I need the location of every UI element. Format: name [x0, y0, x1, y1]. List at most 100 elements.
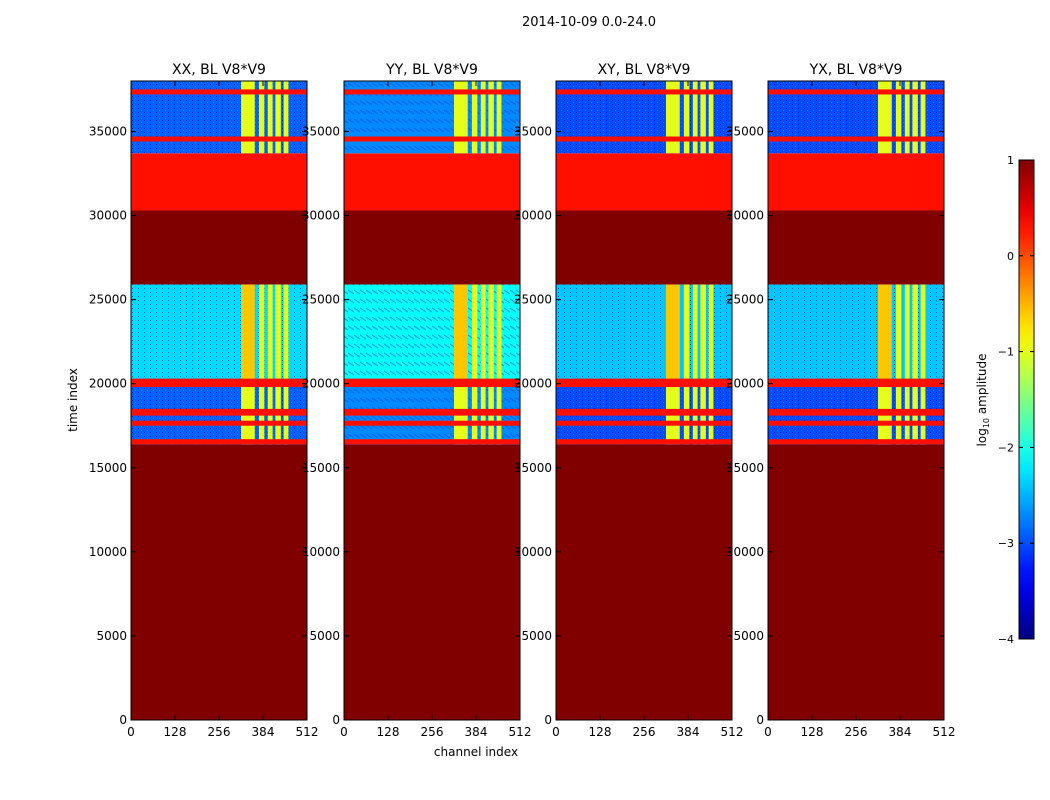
rfi-channel-band	[708, 81, 714, 154]
flag-band	[344, 136, 520, 142]
x-tick-label: 128	[801, 725, 824, 739]
rfi-channel-band	[496, 284, 502, 379]
colorbar-tick-label: −4	[998, 633, 1014, 646]
y-tick-label: 20000	[726, 377, 764, 391]
rfi-channel-band	[700, 81, 706, 154]
rfi-channel-band	[488, 284, 494, 379]
rfi-channel-band	[471, 284, 478, 379]
rfi-channel-band	[904, 81, 910, 154]
x-tick-label: 384	[677, 725, 700, 739]
x-tick-label: 256	[845, 725, 868, 739]
y-tick-label: 30000	[514, 209, 552, 223]
x-tick-label: 0	[127, 725, 135, 739]
flag-band	[556, 439, 732, 445]
y-tick-label: 15000	[514, 461, 552, 475]
colorbar-tick-label: −1	[998, 346, 1014, 359]
y-tick-label: 10000	[726, 545, 764, 559]
colorbar-label: log10 amplitude	[975, 354, 991, 447]
x-tick-label: 256	[633, 725, 656, 739]
y-tick-label: 30000	[89, 209, 127, 223]
panels: XX, BL V8*V9 0 128 256 384 512 0 5000 10000 15000…	[89, 62, 956, 739]
y-tick-label: 0	[119, 713, 127, 727]
colorbar: 1 0 −1 −2 −3 −4 log10 amplitude	[975, 154, 1035, 646]
panel-4: YX, BL V8*V9 0 128 256 384 512 0 5000 10000 15000…	[726, 62, 956, 739]
rfi-channel-band	[895, 284, 902, 379]
y-tick-label: 25000	[302, 293, 340, 307]
flag-band	[768, 439, 944, 445]
y-tick-label: 15000	[302, 461, 340, 475]
y-tick-label: 5000	[521, 629, 552, 643]
y-tick-label: 10000	[89, 545, 127, 559]
rfi-channel-band	[283, 81, 289, 154]
rfi-channel-band	[267, 81, 273, 154]
y-tick-label: 25000	[514, 293, 552, 307]
x-tick-label: 0	[340, 725, 348, 739]
rfi-channel-band	[904, 284, 910, 379]
panel-title: XY, BL V8*V9	[598, 62, 691, 78]
rfi-channel-band	[920, 81, 926, 154]
y-tick-label: 25000	[89, 293, 127, 307]
flag-band	[131, 439, 307, 445]
y-tick-label: 0	[544, 713, 552, 727]
rfi-channel-band	[241, 81, 255, 154]
x-tick-label: 128	[164, 725, 187, 739]
rfi-channel-band	[708, 284, 714, 379]
x-tick-label: 384	[889, 725, 912, 739]
flag-band	[344, 420, 520, 426]
flag-band	[768, 378, 944, 388]
colorbar-tick-label: 0	[1007, 250, 1014, 263]
rfi-channel-band	[241, 284, 255, 379]
rfi-channel-band	[454, 284, 468, 379]
time-block-1	[556, 444, 732, 720]
time-block-1	[768, 444, 944, 720]
rfi-channel-band	[258, 81, 265, 154]
x-tick-label: 512	[721, 725, 744, 739]
y-tick-label: 5000	[309, 629, 340, 643]
panel-3: XY, BL V8*V9 0 128 256 384 512 0 5000 10000 15000…	[514, 62, 744, 739]
flag-band	[556, 420, 732, 426]
y-tick-label: 30000	[302, 209, 340, 223]
rfi-channel-band	[267, 284, 273, 379]
rfi-channel-band	[683, 81, 690, 154]
x-tick-label: 512	[933, 725, 956, 739]
rfi-channel-band	[700, 284, 706, 379]
rfi-channel-band	[480, 284, 486, 379]
flag-band	[768, 420, 944, 426]
x-tick-label: 0	[552, 725, 560, 739]
y-tick-label: 35000	[726, 124, 764, 138]
rfi-channel-band	[895, 81, 902, 154]
x-tick-label: 384	[465, 725, 488, 739]
y-tick-label: 20000	[302, 377, 340, 391]
flag-band	[556, 378, 732, 388]
colorbar-tick-label: −2	[998, 441, 1014, 454]
flag-band	[768, 408, 944, 416]
time-block-4	[131, 210, 307, 285]
x-tick-label: 0	[764, 725, 772, 739]
rfi-channel-band	[454, 81, 468, 154]
colorbar-gradient	[1018, 159, 1035, 640]
y-tick-label: 0	[756, 713, 764, 727]
rfi-channel-band	[488, 81, 494, 154]
flag-band	[768, 89, 944, 95]
time-block-5	[556, 153, 732, 211]
x-tick-label: 256	[421, 725, 444, 739]
y-tick-label: 0	[332, 713, 340, 727]
rfi-channel-band	[480, 81, 486, 154]
flag-band	[556, 89, 732, 95]
rfi-channel-band	[878, 81, 892, 154]
y-tick-label: 30000	[726, 209, 764, 223]
rfi-channel-band	[471, 81, 478, 154]
rfi-channel-band	[912, 81, 918, 154]
x-tick-label: 128	[589, 725, 612, 739]
x-tick-label: 128	[377, 725, 400, 739]
y-tick-label: 20000	[514, 377, 552, 391]
time-block-5	[344, 153, 520, 211]
panel-2: YY, BL V8*V9 0 128 256 384 512 0 5000 10000 15000…	[302, 62, 532, 739]
panel-title: XX, BL V8*V9	[172, 62, 266, 78]
rfi-channel-band	[275, 81, 281, 154]
y-axis-label: time index	[66, 368, 80, 432]
time-block-5	[768, 153, 944, 211]
flag-band	[556, 408, 732, 416]
rfi-channel-band	[920, 284, 926, 379]
